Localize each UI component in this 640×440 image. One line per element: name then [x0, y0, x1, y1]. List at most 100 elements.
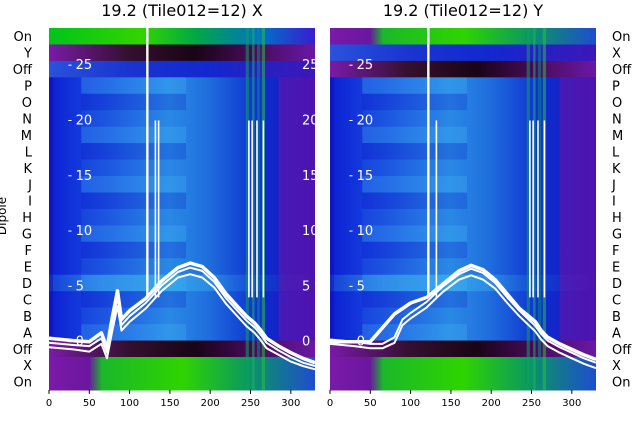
heatmap-cell-shade	[81, 241, 187, 259]
x-tick-label: 200	[482, 398, 501, 409]
heatmap-row-x-20	[330, 357, 596, 375]
row-label: C	[23, 293, 32, 308]
heatmap-row-x-20	[49, 357, 315, 375]
row-label: H	[22, 211, 32, 226]
row-label: A	[612, 326, 621, 341]
row-label: N	[22, 112, 32, 127]
overlay-tick-label: 20	[76, 113, 93, 128]
row-label: C	[612, 293, 621, 308]
row-label: I	[28, 195, 32, 210]
heatmap-vertical-band-1	[533, 28, 536, 390]
overlay-tick-label: 25	[76, 58, 93, 73]
row-label: J	[27, 178, 32, 193]
heatmap-panel-y: 0510152025OnXOffPONMLKJIHGFEDCBAOffXOn19…	[327, 1, 632, 409]
heatmap-row-on-21	[49, 373, 315, 391]
heatmap-left-edge	[330, 77, 334, 341]
x-tick-label: 100	[120, 398, 139, 409]
row-label: F	[25, 244, 32, 259]
heatmap-cell-shade	[362, 126, 468, 144]
heatmap-cell-shade	[81, 307, 187, 325]
heatmap-cell-shade	[81, 126, 187, 144]
row-label: Off	[13, 63, 33, 78]
row-label: P	[612, 80, 620, 95]
overlay-tick-label: 20	[357, 113, 374, 128]
heatmap-cell-shade	[362, 208, 468, 226]
row-label: B	[23, 310, 32, 325]
overlay-line-0	[329, 274, 597, 370]
row-label: N	[612, 112, 622, 127]
heatmap-vertical-band-2	[537, 28, 542, 390]
row-label: H	[612, 211, 622, 226]
heatmap-cell-shade	[362, 176, 468, 193]
x-tick-label: 300	[562, 398, 581, 409]
row-label: Off	[612, 343, 632, 358]
heatmap-cell-shade	[362, 291, 468, 308]
heatmap-cell-shade	[81, 93, 187, 111]
overlay-line-1	[329, 267, 597, 364]
overlay-tick-label: 5	[76, 279, 84, 294]
heatmap-cell-shade	[81, 208, 187, 226]
row-label: Off	[612, 63, 632, 78]
overlay-tick-label: 15	[357, 169, 374, 184]
row-label: A	[23, 326, 32, 341]
heatmap-cell-shade	[81, 225, 187, 242]
row-label: On	[612, 30, 630, 45]
x-tick-label: 250	[522, 398, 541, 409]
row-label: On	[14, 376, 32, 391]
heatmap-cell-shade	[362, 324, 468, 341]
overlay-line-2	[330, 263, 597, 362]
row-label: Off	[13, 343, 33, 358]
row-label: D	[22, 277, 32, 292]
heatmap-cell-shade	[81, 110, 187, 127]
heatmap-vertical-band-0	[245, 28, 249, 390]
heatmap-right-edge	[278, 77, 315, 341]
row-label: D	[612, 277, 622, 292]
row-label: P	[24, 80, 32, 95]
row-label: M	[612, 129, 623, 144]
overlay-tick-label-right: 5	[302, 279, 310, 294]
row-label: X	[612, 359, 621, 374]
heatmap-row-on-0	[330, 28, 596, 46]
heatmap-cell-shade	[362, 225, 468, 242]
row-label: G	[22, 228, 32, 243]
heatmap-cell-shade	[81, 258, 187, 275]
heatmap-row-on-0	[49, 28, 315, 46]
heatmap-cell-shade	[81, 77, 187, 94]
heatmap-cell-shade	[362, 258, 468, 275]
row-label: Y	[23, 47, 32, 62]
y-axis-label: Dipole	[0, 197, 9, 235]
row-label: O	[612, 96, 622, 111]
heatmap-cell-shade	[362, 143, 468, 160]
row-label: G	[612, 228, 622, 243]
overlay-line-0	[48, 273, 316, 371]
overlay-tick-label-right: 0	[302, 335, 310, 350]
heatmap-cell-shade	[81, 291, 187, 308]
x-tick-label: 0	[46, 398, 52, 409]
overlay-tick-label: 10	[76, 224, 93, 239]
row-label: L	[612, 145, 620, 160]
heatmap-right-edge	[559, 77, 596, 341]
heatmap-vertical-band-0	[526, 28, 530, 390]
row-label: K	[23, 162, 32, 177]
row-label: E	[612, 261, 620, 276]
overlay-tick-label: 5	[357, 279, 365, 294]
row-label: B	[612, 310, 621, 325]
x-tick-label: 50	[83, 398, 96, 409]
row-label: O	[22, 96, 32, 111]
overlay-tick-label-right: 10	[302, 224, 319, 239]
overlay-tick-label: 25	[357, 58, 374, 73]
chart-title: 19.2 (Tile012=12) X	[101, 1, 263, 20]
x-tick-label: 150	[441, 398, 460, 409]
heatmap-left-edge	[49, 77, 53, 341]
row-label: I	[612, 195, 616, 210]
heatmap-vertical-band-2	[256, 28, 261, 390]
overlay-tick-label: 15	[76, 169, 93, 184]
heatmap-row-on-21	[330, 373, 596, 391]
row-label: J	[611, 178, 616, 193]
heatmap-vertical-band-1	[252, 28, 255, 390]
row-label: On	[14, 30, 32, 45]
heatmap-cell-shade	[81, 176, 187, 193]
row-label: On	[612, 376, 630, 391]
